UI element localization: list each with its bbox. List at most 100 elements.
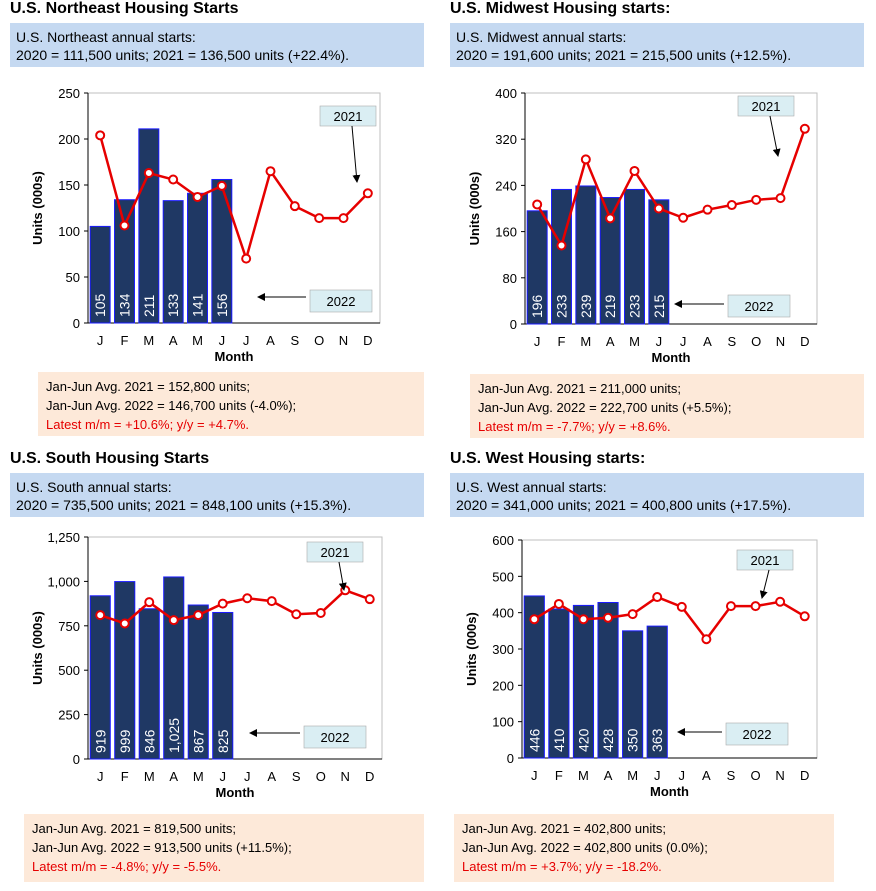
x-tick-label: N [339,333,348,348]
y-axis-label: Units (000s) [30,171,45,245]
x-tick-label: M [192,333,203,348]
bar-2022 [548,608,570,759]
x-tick-label: O [316,769,326,784]
x-tick-label: A [606,334,615,349]
line-2021-point [265,166,276,177]
callout-2021-arrow [769,115,781,157]
line-2021-point [676,601,687,612]
x-tick-label: J [654,768,661,783]
callout-2021-arrow [351,125,361,183]
line-2021-point [750,601,761,612]
callout-2022-label: 2022 [321,730,350,745]
x-tick-label: J [244,769,251,784]
x-tick-label: O [750,768,760,783]
bar-value-label: 211 [141,294,157,317]
line-2021-point [95,130,106,141]
y-tick-label: 0 [507,751,514,766]
y-tick-label: 100 [492,715,514,730]
x-axis-label: Month [650,784,689,799]
x-tick-label: F [121,769,129,784]
x-tick-label: A [267,769,276,784]
y-axis-label: Units (000s) [30,611,45,685]
callout-2022-box [309,289,373,313]
annual-starts-heading: U.S. Northeast annual starts: [16,29,196,45]
annual-starts-values: 2020 = 111,500 units; 2021 = 136,500 uni… [16,47,350,63]
annual-starts-box: U.S. Midwest annual starts: 2020 = 191,6… [450,23,864,67]
annual-starts-values: 2020 = 191,600 units; 2021 = 215,500 uni… [456,47,792,63]
bar-value-label: 105 [92,293,108,317]
bar-value-label: 239 [578,294,594,318]
bar-value-label: 141 [190,293,206,317]
x-tick-label: A [266,333,275,348]
panel-title: U.S. Northeast Housing Starts [10,0,239,17]
bar-2022 [526,210,548,325]
bar-2022 [597,601,619,759]
panel-midwest: U.S. Midwest Housing starts: U.S. Midwes… [450,0,870,445]
y-tick-label: 0 [73,316,80,331]
line-2021-point [580,154,591,165]
bar-value-label: 350 [625,728,641,752]
line-2021-point [340,585,351,596]
bar-value-label: 233 [627,294,643,318]
bar-value-label: 446 [526,728,542,752]
panel-west: U.S. West Housing starts: U.S. West annu… [450,450,870,891]
y-tick-label: 200 [58,132,80,147]
x-tick-label: A [169,769,178,784]
x-tick-label: S [290,333,299,348]
y-tick-label: 0 [510,317,517,332]
y-tick-label: 100 [58,224,80,239]
averages-box: Jan-Jun Avg. 2021 = 819,500 units; Jan-J… [24,814,424,882]
bar-2022 [138,128,160,324]
bar-2022 [89,595,111,760]
x-tick-label: F [558,334,566,349]
y-tick-label: 250 [58,86,80,101]
x-tick-label: S [727,768,736,783]
x-tick-label: A [703,334,712,349]
bar-2022 [211,178,233,324]
y-tick-label: 1,250 [47,530,80,545]
x-tick-label: S [292,769,301,784]
y-tick-label: 400 [495,86,517,101]
bar-value-label: 156 [214,293,230,317]
callout-2022-label: 2022 [743,727,772,742]
x-tick-label: D [800,768,809,783]
x-tick-label: D [365,769,374,784]
y-tick-label: 500 [58,663,80,678]
y-tick-label: 1,000 [47,574,80,589]
x-tick-label: O [314,333,324,348]
bar-value-label: 867 [190,729,206,753]
bar-value-label: 215 [651,294,667,318]
line-2021-point [314,213,325,224]
latest-change-text: Latest m/m = +10.6%; y/y = +4.7%. [46,417,250,432]
x-tick-label: O [751,334,761,349]
panel-title: U.S. Midwest Housing starts: [450,0,671,17]
bar-2022 [138,608,160,760]
line-2021-point [652,592,663,603]
avg-2021-text: Jan-Jun Avg. 2021 = 152,800 units; [46,379,250,394]
avg-2022-text: Jan-Jun Avg. 2022 = 913,500 units (+11.5… [32,840,292,855]
line-2021-point [653,203,664,214]
bar-2022 [551,188,572,325]
line-2021-point [266,596,277,607]
callout-2022-label: 2022 [327,294,356,309]
bar-2022 [624,188,645,325]
panel-title: U.S. South Housing Starts [10,450,210,467]
x-tick-label: A [702,768,711,783]
y-tick-label: 0 [73,752,80,767]
latest-change-text: Latest m/m = -7.7%; y/y = +8.6%. [478,419,671,434]
line-2021-point [701,634,712,645]
bar-2022 [648,199,670,325]
bar-2022 [646,625,668,759]
avg-2021-text: Jan-Jun Avg. 2021 = 819,500 units; [32,821,236,836]
bar-2022 [622,630,644,759]
annual-starts-heading: U.S. West annual starts: [456,479,607,495]
x-tick-label: M [578,768,589,783]
x-axis-label: Month [215,349,254,364]
y-tick-label: 250 [58,708,80,723]
avg-2021-text: Jan-Jun Avg. 2021 = 402,800 units; [462,821,666,836]
bar-value-label: 1,025 [166,718,182,753]
annual-starts-values: 2020 = 341,000 units; 2021 = 400,800 uni… [456,497,792,513]
x-tick-label: A [169,333,178,348]
